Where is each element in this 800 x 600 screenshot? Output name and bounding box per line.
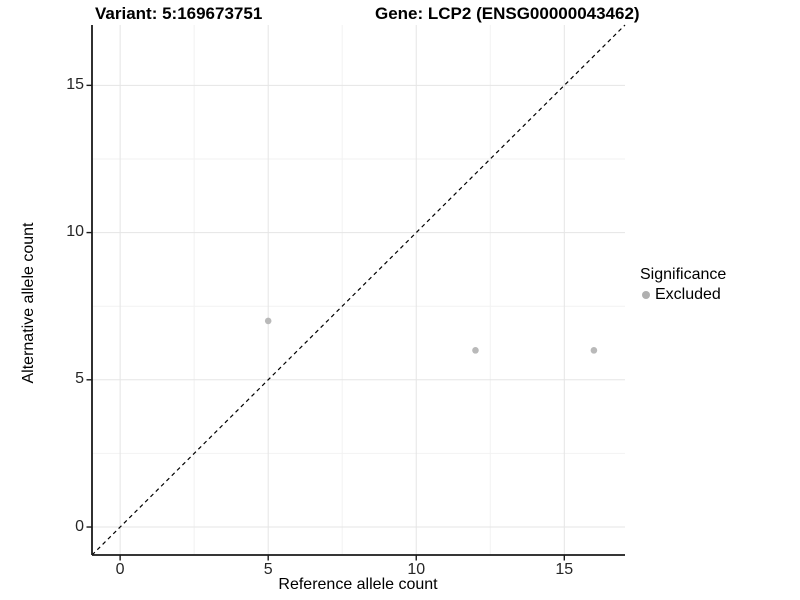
y-tick-label-15: 15 [66, 75, 84, 93]
x-axis-label: Reference allele count [278, 576, 438, 593]
y-axis-label: Alternative allele count [20, 222, 37, 384]
identity-dashed-line [91, 24, 626, 556]
x-tick-label-5: 5 [263, 561, 273, 578]
x-tick-label-10: 10 [407, 561, 426, 578]
legend-key-dot [642, 291, 650, 299]
variant-title: Variant: 5:169673751 [95, 4, 263, 23]
legend: Significance Excluded [636, 266, 726, 304]
data-point [264, 317, 272, 325]
gene-title: Gene: LCP2 (ENSG00000043462) [375, 4, 640, 23]
y-tick-label-5: 5 [75, 370, 84, 388]
data-point [590, 347, 598, 354]
legend-title: Significance [640, 266, 727, 283]
y-tick-label-0: 0 [75, 517, 84, 535]
x-tick-label-15: 15 [555, 561, 574, 578]
data-point [472, 347, 479, 354]
legend-item-excluded: Excluded [642, 286, 726, 304]
x-tick-label-0: 0 [115, 561, 125, 578]
legend-item-label: Excluded [655, 286, 721, 303]
y-tick-label-10: 10 [66, 223, 84, 241]
